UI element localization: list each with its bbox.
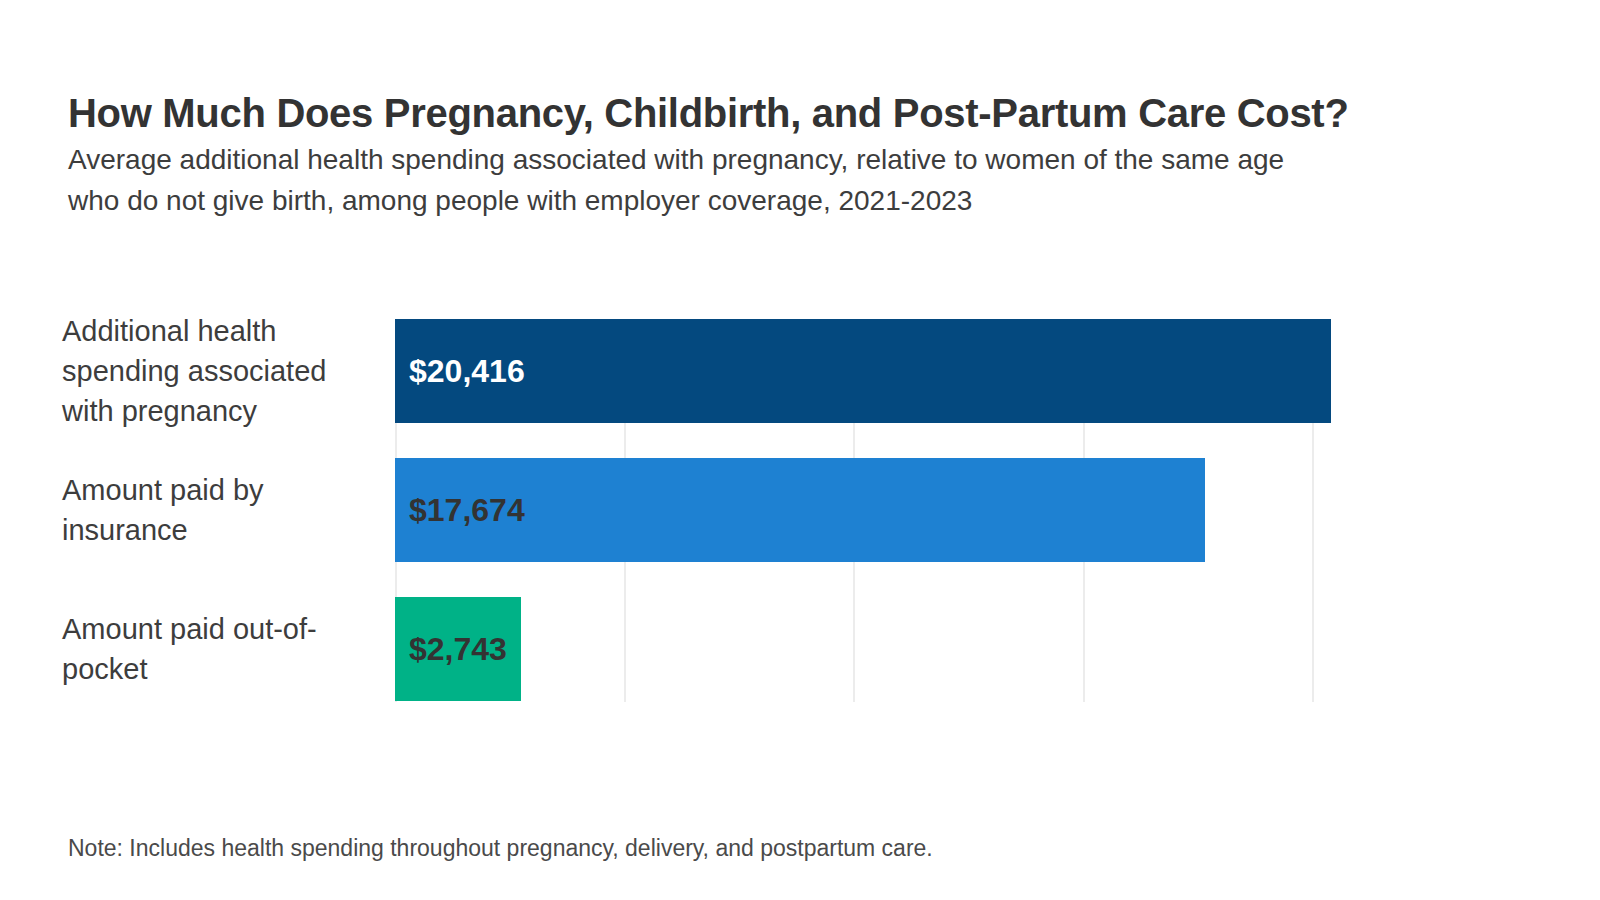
chart-subtitle: Average additional health spending assoc… bbox=[68, 139, 1284, 221]
chart-subtitle-line-1: Average additional health spending assoc… bbox=[68, 139, 1284, 180]
bar-chart: Additional health spending associated wi… bbox=[0, 319, 1600, 702]
bar: $17,674 bbox=[395, 458, 1205, 562]
bar-value-label: $17,674 bbox=[395, 492, 525, 529]
bar-value-label: $20,416 bbox=[395, 353, 525, 390]
bar: $2,743 bbox=[395, 597, 521, 701]
chart-subtitle-line-2: who do not give birth, among people with… bbox=[68, 180, 1284, 221]
plot-area: $20,416 $17,674 $2,743 bbox=[395, 319, 1495, 702]
category-label: Amount paid out-of-pocket bbox=[62, 597, 367, 701]
bar: $20,416 bbox=[395, 319, 1331, 423]
category-labels: Additional health spending associated wi… bbox=[62, 319, 377, 702]
category-label: Amount paid by insurance bbox=[62, 458, 367, 562]
category-label: Additional health spending associated wi… bbox=[62, 319, 367, 423]
chart-title: How Much Does Pregnancy, Childbirth, and… bbox=[68, 91, 1349, 136]
chart-note: Note: Includes health spending throughou… bbox=[68, 835, 933, 862]
page: { "header": { "title": "How Much Does Pr… bbox=[0, 0, 1600, 900]
bar-value-label: $2,743 bbox=[395, 631, 507, 668]
